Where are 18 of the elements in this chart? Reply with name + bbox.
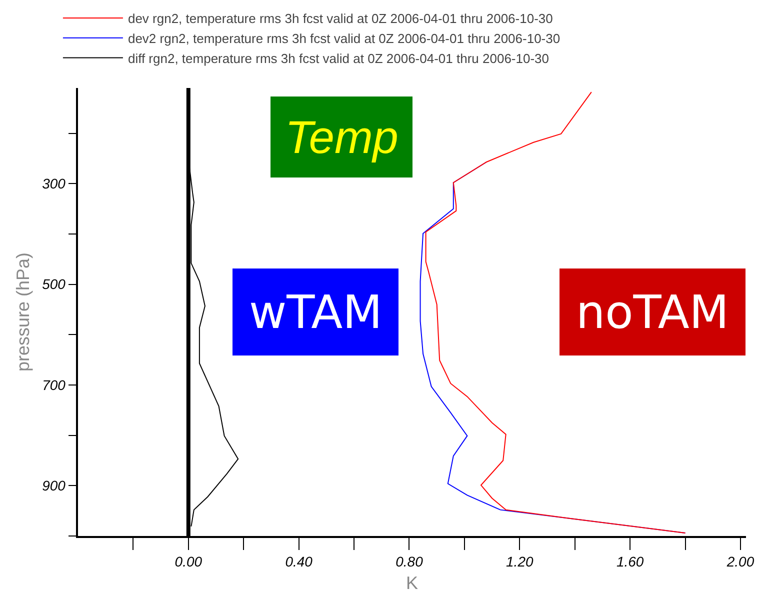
annotation: wTAM	[249, 285, 382, 339]
y-tick-label: 900	[42, 478, 66, 494]
annotation: noTAM	[576, 285, 729, 339]
y-tick-label: 300	[42, 176, 66, 192]
x-tick-label: 0.80	[396, 554, 424, 570]
x-tick-label: 1.20	[506, 554, 534, 570]
x-tick-label: 2.00	[726, 554, 754, 570]
y-tick-label: 500	[42, 276, 66, 292]
x-tick-label: 1.60	[616, 554, 644, 570]
legend-label: dev2 rgn2, temperature rms 3h fcst valid at 0Z 2006-04-01 thru 2006-10-30	[128, 30, 560, 46]
y-tick-label: 700	[42, 376, 66, 393]
legend-label: dev rgn2, temperature rms 3h fcst valid at 0Z 2006-04-01 thru 2006-10-30	[128, 11, 553, 26]
annotation: Temp	[285, 111, 398, 163]
y-axis-title: pressure (hPa)	[12, 252, 33, 372]
x-tick-label: 0.40	[285, 554, 313, 570]
x-tick-label: 0.00	[174, 554, 202, 570]
x-axis-title: K	[406, 573, 418, 594]
legend-label: diff rgn2, temperature rms 3h fcst valid at 0Z 2006-04-01 thru 2006-10-30	[128, 50, 550, 66]
